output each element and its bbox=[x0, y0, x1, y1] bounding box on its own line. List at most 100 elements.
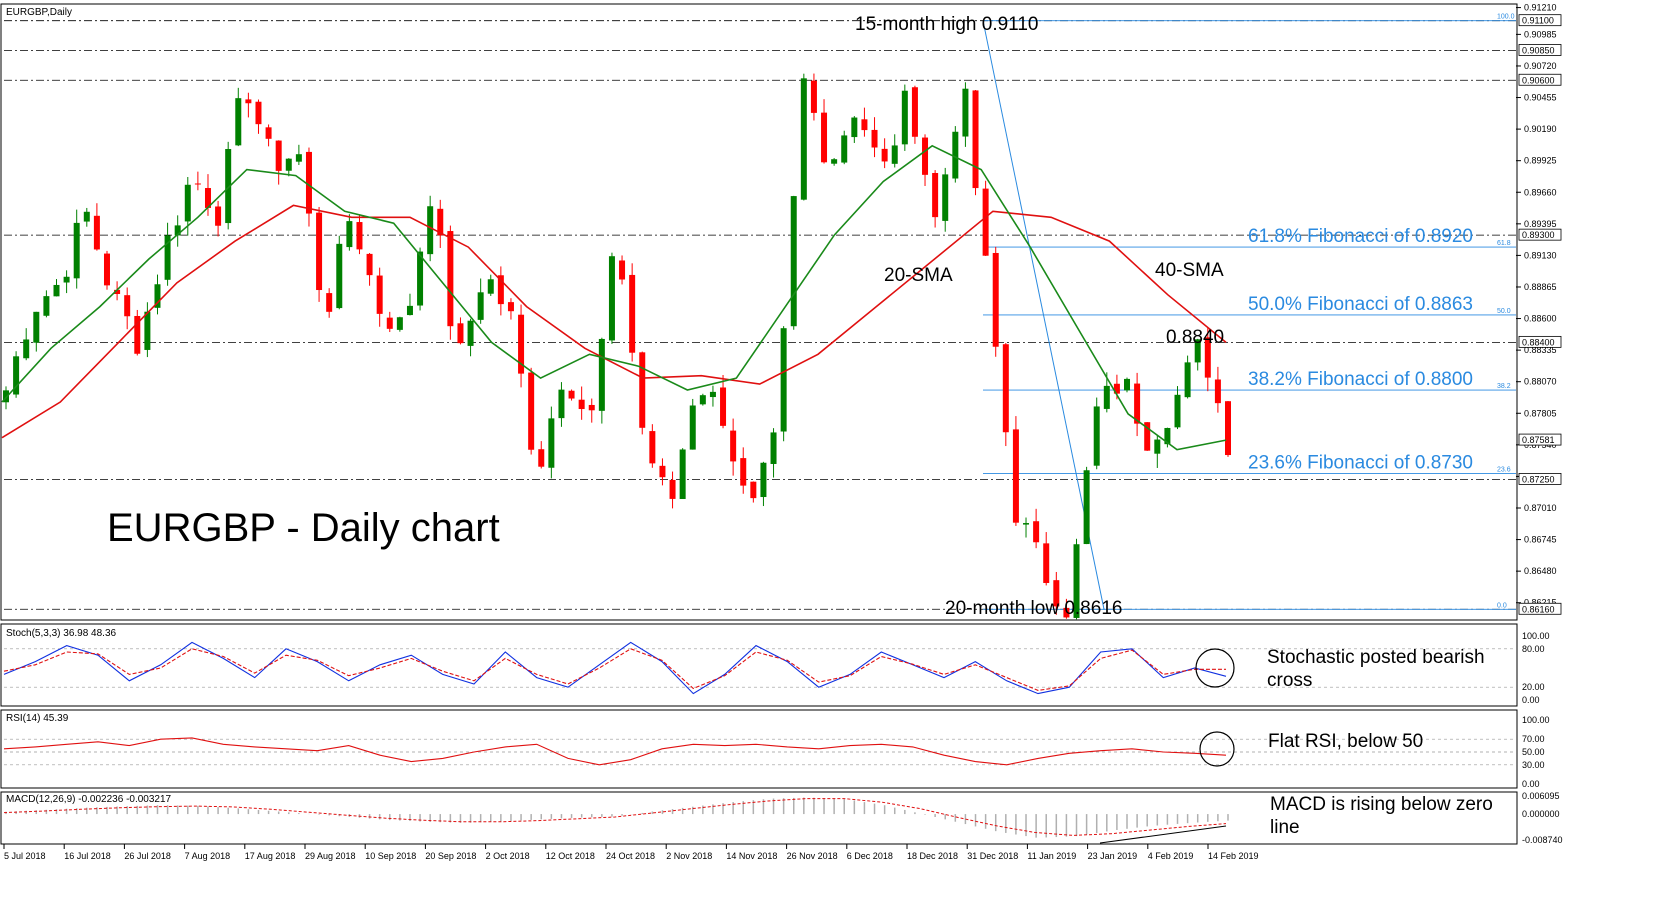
candle-body bbox=[1184, 362, 1191, 398]
candle-body bbox=[497, 275, 504, 305]
candle-body bbox=[901, 90, 908, 145]
chart-title: EURGBP - Daily chart bbox=[107, 506, 500, 550]
level-annotation: 0.8840 bbox=[1166, 327, 1224, 348]
candle-body bbox=[184, 184, 191, 222]
price-label-box bbox=[1518, 433, 1562, 446]
date-tick-label: 4 Feb 2019 bbox=[1148, 851, 1194, 861]
price-label-box bbox=[1518, 228, 1562, 241]
candle-body bbox=[922, 137, 929, 175]
date-tick-label: 12 Oct 2018 bbox=[546, 851, 595, 861]
candle-body bbox=[305, 151, 312, 214]
indicator-line bbox=[3, 648, 1226, 691]
candle-body bbox=[699, 395, 706, 405]
price-tick-label: 0.90455 bbox=[1524, 93, 1557, 103]
candle-body bbox=[326, 293, 333, 312]
indicator-tick-label: 50.00 bbox=[1522, 747, 1545, 757]
candle-body bbox=[750, 481, 757, 499]
fib-ratio-label: 38.2 bbox=[1497, 383, 1511, 390]
candle-body bbox=[487, 279, 494, 294]
candle-body bbox=[3, 390, 9, 403]
candle-body bbox=[275, 140, 282, 171]
candle-body bbox=[1033, 521, 1040, 543]
price-label-text: 0.91100 bbox=[1522, 16, 1554, 26]
candle-body bbox=[558, 389, 565, 419]
candle-body bbox=[942, 174, 949, 221]
candle-body bbox=[760, 462, 767, 498]
price-tick-label: 0.89925 bbox=[1524, 156, 1557, 166]
candle-body bbox=[972, 90, 979, 189]
indicator-tick-label: 80.00 bbox=[1522, 644, 1545, 654]
rsi-annotation: Flat RSI, below 50 bbox=[1268, 731, 1423, 752]
date-tick-label: 26 Nov 2018 bbox=[787, 851, 838, 861]
candlesticks bbox=[3, 73, 1231, 620]
candle-body bbox=[841, 135, 848, 163]
indicator-tick-label: 30.00 bbox=[1522, 760, 1545, 770]
candle-body bbox=[144, 311, 151, 350]
price-label-text: 0.90600 bbox=[1522, 75, 1555, 85]
sma40-label: 40-SMA bbox=[1155, 260, 1224, 281]
candle-body bbox=[467, 320, 474, 346]
candle-body bbox=[730, 430, 737, 462]
fib-ratio-label: 0.0 bbox=[1497, 602, 1507, 609]
date-tick-label: 2 Oct 2018 bbox=[486, 851, 530, 861]
candle-body bbox=[588, 404, 595, 411]
price-label-text: 0.87581 bbox=[1522, 435, 1555, 445]
date-tick-label: 24 Oct 2018 bbox=[606, 851, 655, 861]
fib-level-label: 61.8% Fibonacci of 0.8920 bbox=[1248, 226, 1473, 247]
sma20-label: 20-SMA bbox=[884, 265, 953, 286]
price-tick-label: 0.90985 bbox=[1524, 29, 1557, 39]
candle-body bbox=[124, 295, 131, 317]
date-tick-label: 29 Aug 2018 bbox=[305, 851, 356, 861]
price-tick-label: 0.87010 bbox=[1524, 503, 1557, 513]
candle-body bbox=[578, 399, 585, 410]
candle-body bbox=[528, 372, 535, 450]
candle-body bbox=[204, 188, 211, 208]
price-label-box bbox=[1518, 473, 1562, 485]
candle-body bbox=[93, 215, 100, 250]
candle-body bbox=[568, 390, 575, 399]
date-tick-label: 23 Jan 2019 bbox=[1088, 851, 1138, 861]
stoch-annotation-line1: Stochastic posted bearish bbox=[1267, 647, 1485, 668]
candle-body bbox=[1164, 427, 1171, 445]
candle-body bbox=[1002, 344, 1009, 433]
macd-annotation-line1: MACD is rising below zero bbox=[1270, 794, 1493, 815]
candle-body bbox=[982, 188, 989, 256]
candle-body bbox=[679, 449, 686, 500]
candle-body bbox=[154, 284, 161, 308]
price-label-box bbox=[1518, 14, 1562, 27]
fib-level-label: 50.0% Fibonacci of 0.8863 bbox=[1248, 294, 1473, 315]
candle-body bbox=[194, 183, 201, 185]
price-label-box bbox=[1518, 44, 1562, 56]
candle-body bbox=[1134, 383, 1141, 424]
candle-body bbox=[437, 208, 444, 236]
candle-body bbox=[1083, 470, 1090, 545]
candle-body bbox=[911, 87, 918, 137]
candle-body bbox=[215, 206, 222, 226]
indicator-tick-label: 100.00 bbox=[1522, 715, 1550, 725]
candle-body bbox=[1204, 337, 1211, 378]
candle-body bbox=[720, 387, 727, 426]
candle-body bbox=[1073, 544, 1080, 618]
candle-body bbox=[538, 449, 545, 467]
macd-panel-frame bbox=[0, 791, 1518, 845]
candle-body bbox=[689, 405, 696, 450]
macd-panel: 0.006095 0.000000 -0.008740 bbox=[3, 791, 1563, 845]
stoch-highlight-circle bbox=[1195, 648, 1235, 688]
candle-body bbox=[43, 296, 50, 316]
candle-body bbox=[235, 98, 242, 146]
candle-body bbox=[659, 465, 666, 478]
candle-body bbox=[13, 356, 20, 395]
candle-body bbox=[477, 292, 484, 320]
price-axis: 0.91210 0.90985 0.90720 0.90455 0.90190 0.899… bbox=[1516, 3, 1562, 615]
candle-body bbox=[669, 479, 676, 499]
date-tick-label: 6 Dec 2018 bbox=[847, 851, 893, 861]
date-tick-label: 10 Sep 2018 bbox=[365, 851, 416, 861]
fib-ratio-label: 61.8 bbox=[1497, 240, 1511, 247]
candle-body bbox=[831, 159, 838, 164]
rsi-highlight-circle bbox=[1199, 731, 1235, 767]
rsi-label: RSI(14) 45.39 bbox=[6, 713, 69, 724]
candle-body bbox=[1174, 394, 1181, 428]
symbol-label: EURGBP,Daily bbox=[6, 7, 72, 18]
price-tick-label: 0.88600 bbox=[1524, 314, 1557, 324]
